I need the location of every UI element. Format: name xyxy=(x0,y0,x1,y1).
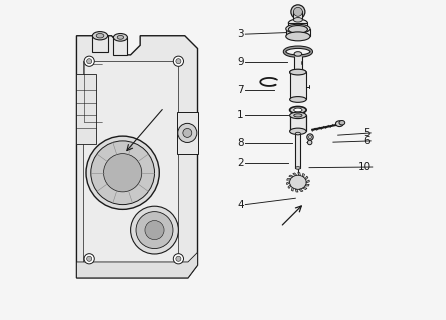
Ellipse shape xyxy=(84,254,94,264)
Polygon shape xyxy=(302,173,305,177)
Ellipse shape xyxy=(289,175,306,189)
Text: 8: 8 xyxy=(237,139,244,148)
Ellipse shape xyxy=(289,107,306,114)
Polygon shape xyxy=(305,184,309,186)
Text: 6: 6 xyxy=(363,136,370,146)
Ellipse shape xyxy=(92,32,107,40)
Polygon shape xyxy=(302,188,307,189)
Ellipse shape xyxy=(286,32,310,41)
Ellipse shape xyxy=(86,136,159,209)
Ellipse shape xyxy=(307,134,313,140)
Ellipse shape xyxy=(293,18,302,22)
Ellipse shape xyxy=(131,206,178,254)
Ellipse shape xyxy=(295,167,301,169)
Bar xyxy=(83,61,178,262)
Ellipse shape xyxy=(308,135,312,139)
Polygon shape xyxy=(76,252,198,278)
Polygon shape xyxy=(291,188,293,191)
Bar xyxy=(289,116,306,131)
Polygon shape xyxy=(293,173,297,176)
Polygon shape xyxy=(76,36,198,278)
Ellipse shape xyxy=(288,19,307,27)
Polygon shape xyxy=(287,179,291,180)
Polygon shape xyxy=(297,172,301,176)
Ellipse shape xyxy=(294,70,301,75)
Text: 10: 10 xyxy=(358,162,371,172)
Text: 3: 3 xyxy=(237,29,244,39)
Ellipse shape xyxy=(178,123,197,142)
Polygon shape xyxy=(306,180,310,183)
Polygon shape xyxy=(289,175,293,177)
Bar xyxy=(294,54,301,72)
Bar xyxy=(288,23,307,29)
Polygon shape xyxy=(295,189,298,192)
Text: 4: 4 xyxy=(237,200,244,210)
Ellipse shape xyxy=(339,121,345,125)
Ellipse shape xyxy=(87,256,92,261)
Ellipse shape xyxy=(84,56,94,66)
Ellipse shape xyxy=(295,132,301,135)
Bar xyxy=(113,37,128,55)
Ellipse shape xyxy=(113,34,128,41)
Text: 1: 1 xyxy=(237,110,244,120)
Ellipse shape xyxy=(335,121,343,126)
Text: 7: 7 xyxy=(237,85,244,95)
Ellipse shape xyxy=(103,154,142,192)
Ellipse shape xyxy=(117,36,124,39)
Ellipse shape xyxy=(87,59,92,64)
Ellipse shape xyxy=(294,114,302,117)
Text: 2: 2 xyxy=(237,158,244,168)
Ellipse shape xyxy=(176,59,181,64)
Polygon shape xyxy=(299,189,303,192)
Ellipse shape xyxy=(307,140,312,145)
Polygon shape xyxy=(286,182,289,185)
Ellipse shape xyxy=(291,5,305,19)
Ellipse shape xyxy=(176,256,181,261)
Ellipse shape xyxy=(286,24,310,33)
Bar xyxy=(295,133,301,168)
Bar xyxy=(76,74,95,144)
Text: 5: 5 xyxy=(363,128,370,138)
Polygon shape xyxy=(305,176,308,180)
Ellipse shape xyxy=(173,254,183,264)
Bar xyxy=(293,11,302,20)
Ellipse shape xyxy=(91,141,154,204)
Bar xyxy=(286,29,310,36)
Bar xyxy=(177,112,198,154)
Ellipse shape xyxy=(289,69,306,75)
Text: 9: 9 xyxy=(237,57,244,67)
Ellipse shape xyxy=(183,128,192,137)
Ellipse shape xyxy=(288,26,307,33)
Ellipse shape xyxy=(136,212,173,249)
Ellipse shape xyxy=(294,108,302,112)
Ellipse shape xyxy=(145,220,164,240)
Bar xyxy=(92,36,107,52)
Bar xyxy=(289,72,306,100)
Ellipse shape xyxy=(289,128,306,134)
Ellipse shape xyxy=(289,69,306,75)
Ellipse shape xyxy=(293,7,302,16)
Ellipse shape xyxy=(289,97,306,102)
Ellipse shape xyxy=(173,56,183,66)
Ellipse shape xyxy=(294,52,301,56)
Ellipse shape xyxy=(96,34,104,38)
Polygon shape xyxy=(288,185,291,188)
Ellipse shape xyxy=(289,112,306,119)
